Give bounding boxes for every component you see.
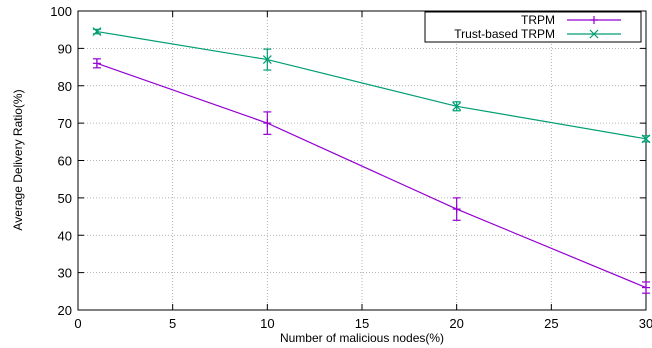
marker-stroke xyxy=(641,134,651,144)
y-tick-label: 60 xyxy=(58,154,72,169)
series-trpm-point xyxy=(642,283,650,292)
legend-label-trpm: TRPM xyxy=(521,13,555,27)
x-tick-label: 25 xyxy=(544,316,558,331)
y-tick-label: 40 xyxy=(58,228,72,243)
x-tick-label: 10 xyxy=(260,316,274,331)
x-axis-title: Number of malicious nodes(%) xyxy=(280,331,444,345)
x-tick-label: 15 xyxy=(355,316,369,331)
axes xyxy=(77,10,647,311)
series-trust-based-trpm-point xyxy=(452,101,462,111)
legend-label-trust-based-trpm: Trust-based TRPM xyxy=(454,27,555,41)
series-layer xyxy=(92,27,651,294)
x-tick-label: 0 xyxy=(74,316,81,331)
series-trust-based-trpm-point xyxy=(262,55,272,65)
legend: TRPM Trust-based TRPM xyxy=(424,11,642,43)
x-tick-label: 20 xyxy=(449,316,463,331)
y-tick-label: 30 xyxy=(58,266,72,281)
y-tick-label: 20 xyxy=(58,303,72,318)
series-trpm-point xyxy=(263,119,272,128)
series-trpm xyxy=(92,58,650,294)
plot-frame xyxy=(77,10,647,311)
y-tick-label: 50 xyxy=(58,191,72,206)
series-trpm-line xyxy=(96,62,647,289)
series-trust-based-trpm-point xyxy=(92,27,102,36)
series-trust-based-trpm-line xyxy=(96,30,647,140)
series-trust-based-trpm-point xyxy=(641,134,651,144)
y-tick-label: 80 xyxy=(58,79,72,94)
y-tick-label: 90 xyxy=(58,41,72,56)
series-trpm-point xyxy=(452,205,461,214)
marker-stroke xyxy=(92,27,102,36)
legend-box xyxy=(424,11,642,43)
x-tick-label: 5 xyxy=(169,316,176,331)
series-trpm-point xyxy=(92,59,101,68)
series-trust-based-trpm xyxy=(92,27,651,144)
ticks: 20 30 40 50 60 70 80 90 100 0 5 10 15 20 25 30 xyxy=(50,4,652,331)
y-tick-label: 70 xyxy=(58,116,72,131)
x-tick-label: 30 xyxy=(639,316,652,331)
legend-swatches xyxy=(567,16,621,39)
grid-lines xyxy=(78,11,646,310)
marker-stroke xyxy=(262,55,272,65)
marker-stroke xyxy=(452,101,462,111)
y-axis-title: Average Delivery Ratio(%) xyxy=(11,89,25,230)
series-trust-based-trpm-legend-marker xyxy=(589,29,599,39)
marker-stroke xyxy=(589,29,599,39)
series-trpm-legend-marker xyxy=(590,16,598,24)
y-tick-label: 100 xyxy=(50,4,72,19)
